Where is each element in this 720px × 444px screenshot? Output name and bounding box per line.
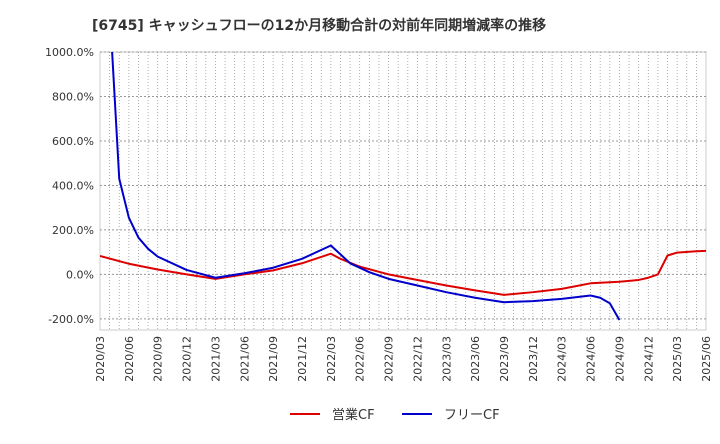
x-tick-label: 2024/03	[556, 336, 569, 382]
x-tick-label: 2025/03	[671, 336, 684, 382]
x-tick-label: 2025/06	[700, 336, 713, 382]
legend-label-operating-cf: 営業CF	[332, 407, 375, 423]
x-tick-label: 2021/09	[267, 336, 280, 382]
x-tick-label: 2022/09	[383, 336, 396, 382]
y-tick-label: -200.0%	[48, 313, 94, 326]
y-tick-label: 600.0%	[52, 135, 94, 148]
series-lines	[100, 52, 706, 321]
x-tick-label: 2023/09	[498, 336, 511, 382]
legend-label-free-cf: フリーCF	[444, 408, 500, 423]
y-tick-label: 1000.0%	[45, 46, 94, 59]
x-tick-label: 2024/09	[613, 336, 626, 382]
x-tick-label: 2021/06	[238, 336, 251, 382]
x-tick-label: 2023/12	[527, 336, 540, 382]
x-tick-label: 2024/06	[585, 336, 598, 382]
x-tick-label: 2020/12	[181, 336, 194, 382]
x-tick-label: 2020/09	[152, 336, 165, 382]
grid-lines	[100, 51, 706, 330]
y-tick-label: 0.0%	[66, 268, 94, 281]
x-tick-label: 2022/03	[325, 336, 338, 382]
x-axis-tick-labels: 2020/03 2020/06 2020/09 2020/12 2021/03 2021/…	[94, 336, 713, 382]
y-axis-tick-labels: -200.0% 0.0% 200.0% 400.0% 600.0% 800.0% 1000.…	[45, 46, 94, 326]
x-tick-label: 2023/03	[440, 336, 453, 382]
y-tick-label: 400.0%	[52, 179, 94, 192]
x-tick-label: 2020/03	[94, 336, 107, 382]
y-tick-label: 800.0%	[52, 90, 94, 103]
x-tick-label: 2023/06	[469, 336, 482, 382]
x-tick-label: 2021/03	[209, 336, 222, 382]
y-tick-label: 200.0%	[52, 224, 94, 237]
x-tick-label: 2022/06	[354, 336, 367, 382]
plot-area	[99, 51, 707, 331]
x-tick-label: 2021/12	[296, 336, 309, 382]
series-line-free-cf	[111, 52, 621, 321]
series-line-operating-cf	[100, 249, 706, 296]
chart-title: [6745] キャッシュフローの12か月移動合計の対前年同期増減率の推移	[92, 17, 546, 34]
x-tick-label: 2024/12	[642, 336, 655, 382]
x-tick-label: 2020/06	[123, 336, 136, 382]
x-tick-label: 2022/12	[411, 336, 424, 382]
legend: 営業CF フリーCF	[290, 407, 500, 423]
